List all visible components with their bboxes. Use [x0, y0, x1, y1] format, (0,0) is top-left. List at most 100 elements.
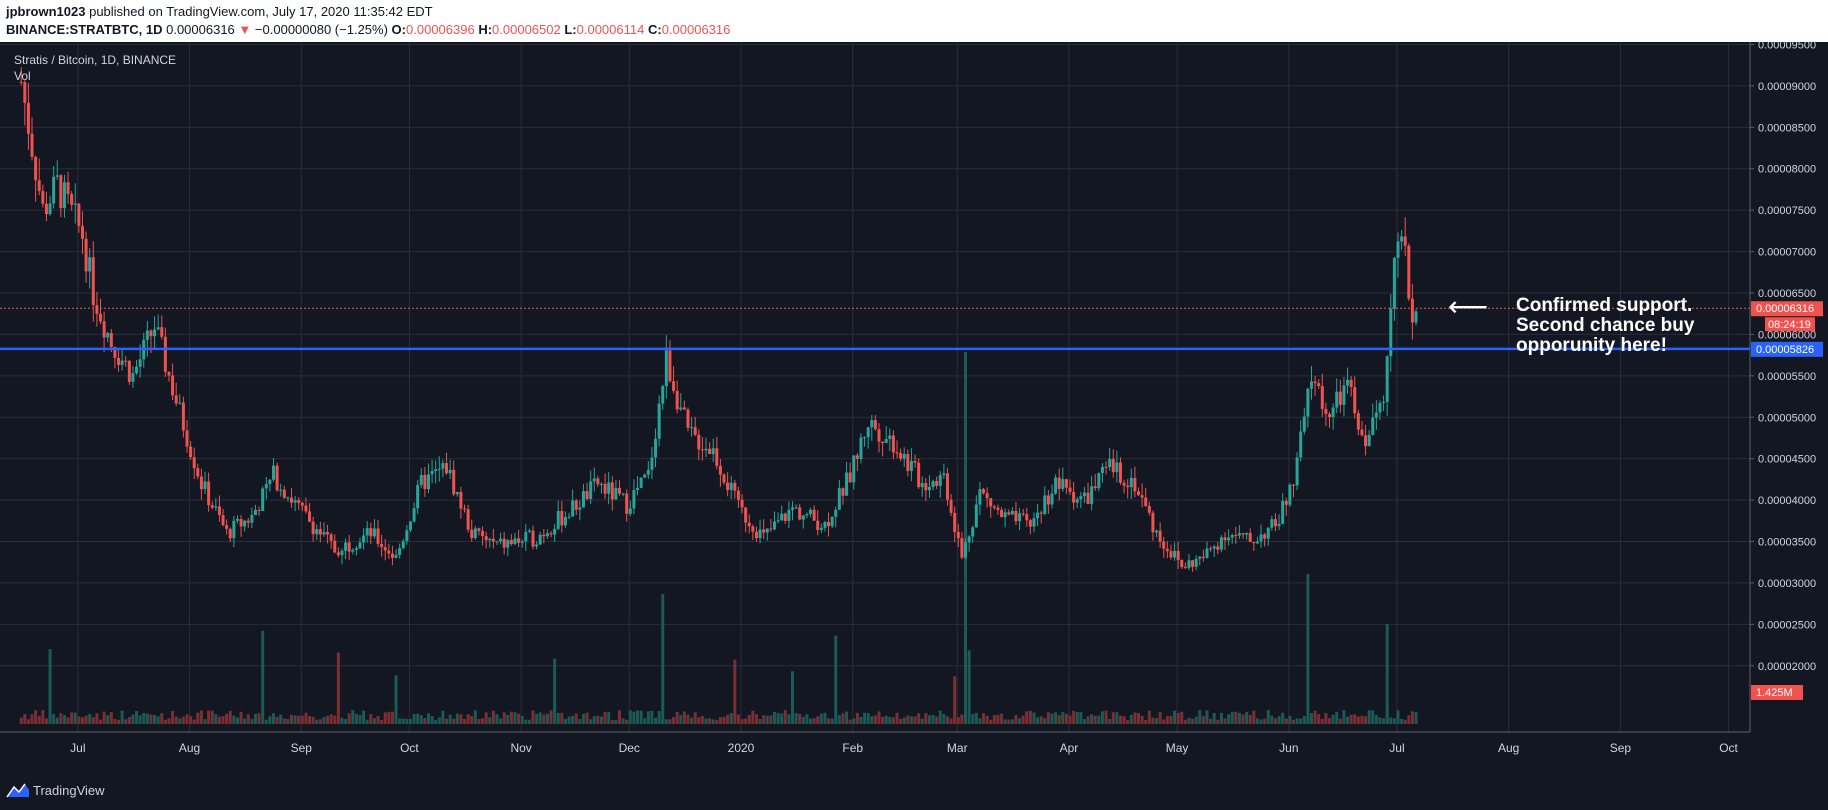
tradingview-brand[interactable]: TradingView [33, 783, 105, 798]
volume-bar [1317, 713, 1321, 724]
volume-bar [1155, 718, 1159, 724]
volume-bar [232, 715, 236, 724]
time-axis[interactable]: Jul Aug Sep Oct Nov Dec 2020 Feb Mar Apr May Jun Jul… [0, 731, 1750, 755]
candle-body [578, 507, 582, 510]
volume-bar [1324, 713, 1328, 724]
last-price-label: 0.00006316 [1756, 303, 1814, 315]
candle-body [920, 483, 924, 488]
candle-body [765, 528, 769, 533]
volume-bar [877, 711, 881, 724]
candle-body [1360, 429, 1364, 436]
candle-body [1219, 537, 1223, 550]
volume-bar [1241, 714, 1245, 724]
candle-body [214, 506, 218, 508]
candle-body [1140, 495, 1144, 498]
candle-body [127, 360, 131, 382]
support-price-badge [1751, 341, 1823, 357]
author-name[interactable]: jpbrown1023 [6, 4, 86, 19]
candle-body [509, 540, 513, 545]
candle-body [607, 482, 611, 494]
candle-body [964, 542, 967, 558]
candle-body [553, 528, 557, 535]
volume-bar [455, 713, 459, 724]
candle-body [59, 175, 63, 209]
volume-bar [1054, 712, 1058, 724]
candle-body [1237, 533, 1241, 536]
volume-bar [812, 718, 816, 724]
volume-bar [1050, 713, 1054, 724]
candle-body [1165, 548, 1169, 552]
candle-body [225, 525, 229, 529]
volume-bar [855, 712, 859, 724]
candle-body [1100, 466, 1104, 473]
candle-body [758, 529, 762, 539]
candle-body [495, 541, 499, 543]
candle-body [801, 515, 805, 520]
volume-bar [459, 714, 463, 724]
candle-body [949, 499, 953, 513]
volume-bar [55, 717, 59, 724]
volume-bar [1187, 717, 1191, 724]
price-chart[interactable]: ⟵ 0.00009500 0.00009000 0.00008500 0.000080… [0, 42, 1828, 772]
volume-bar [365, 719, 369, 724]
price-axis[interactable]: 0.00009500 0.00009000 0.00008500 0.00008000… [1749, 42, 1823, 732]
candle-body [477, 528, 481, 532]
candle-body [909, 461, 913, 471]
volume-bar [333, 715, 337, 724]
volume-bar [859, 716, 863, 724]
volume-bar [268, 716, 272, 724]
volume-bar [845, 711, 849, 724]
candle-body [1137, 491, 1140, 496]
candle-body [996, 507, 1000, 510]
volume-bar [920, 718, 924, 724]
volume-bar [567, 716, 571, 724]
volume-bar [1245, 711, 1249, 724]
candle-body [837, 488, 841, 510]
candle-body [639, 477, 643, 488]
candle-body [257, 510, 261, 512]
candle-body [942, 473, 946, 476]
x-tick-label: Oct [1719, 741, 1738, 755]
y-tick-label: 0.00006000 [1758, 329, 1816, 341]
volume-bar [495, 714, 499, 724]
candle-body [1371, 417, 1375, 435]
volume-bar [196, 712, 200, 724]
candle-body [902, 453, 906, 459]
volume-bar [437, 717, 441, 724]
candle-body [1169, 551, 1173, 558]
candle-body [816, 520, 820, 530]
volume-bar [282, 718, 286, 724]
candle-body [1385, 356, 1389, 403]
candle-body [1382, 402, 1386, 404]
candle-body [1302, 416, 1306, 432]
y-tick-label: 0.00006500 [1758, 288, 1816, 300]
volume-bar [1234, 711, 1238, 724]
candle-body [693, 427, 697, 435]
candle-body [542, 534, 546, 537]
candle-body [917, 462, 921, 488]
candle-body [181, 402, 185, 431]
volume-bar [610, 719, 614, 724]
volume-bar [272, 713, 275, 724]
volume-bar [502, 712, 506, 724]
volume-bar [441, 710, 445, 724]
volume-bar [517, 713, 521, 724]
candle-body [113, 346, 117, 358]
candle-body [661, 386, 665, 404]
candle-body [387, 550, 391, 554]
candle-body [286, 497, 290, 499]
volume-bar [949, 718, 953, 724]
volume-bar [1046, 712, 1050, 724]
tradingview-logo-icon [6, 783, 29, 798]
volume-legend: Vol [14, 69, 31, 83]
volume-bar [336, 652, 340, 724]
candle-body [192, 457, 196, 469]
candle-body [351, 549, 355, 552]
volume-bar [1194, 716, 1198, 724]
y-tick-label: 0.00002000 [1758, 661, 1816, 673]
candle-body [906, 453, 910, 471]
candle-body [23, 82, 27, 103]
candle-body [149, 330, 153, 337]
volume-bar [614, 719, 618, 724]
candle-body [344, 542, 348, 551]
